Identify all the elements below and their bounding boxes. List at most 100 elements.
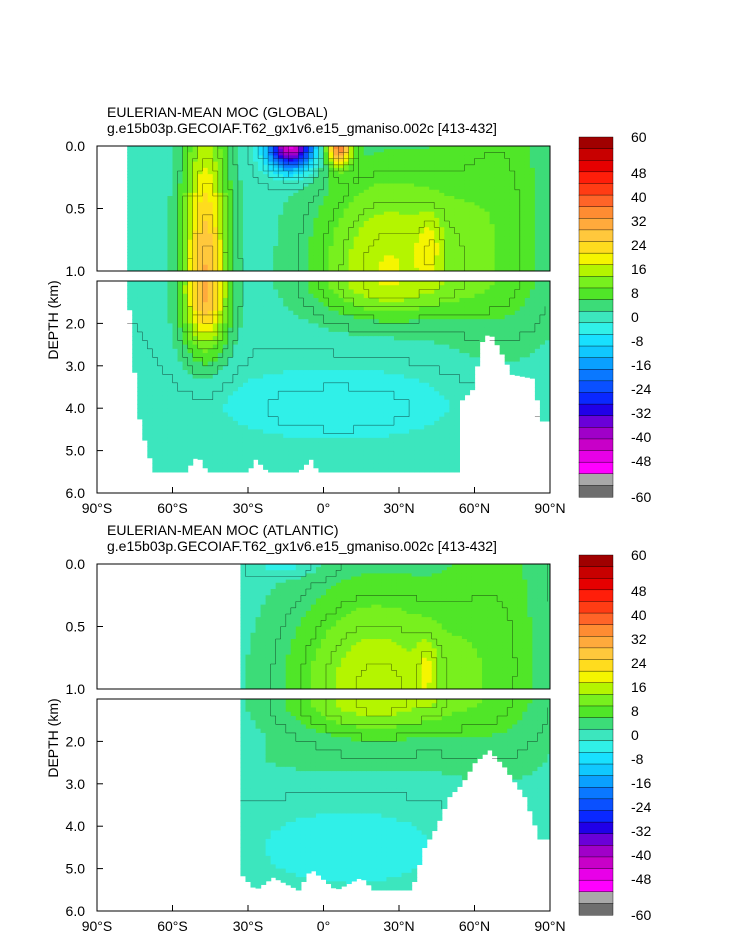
heatmap-cell [268, 433, 274, 439]
heatmap-cell [142, 336, 148, 341]
heatmap-cell [509, 264, 516, 269]
heatmap-cell [227, 146, 234, 150]
heatmap-cell [212, 310, 219, 316]
heatmap-cell [172, 202, 179, 206]
heatmap-cell [454, 196, 460, 200]
heatmap-cell [454, 258, 460, 263]
heatmap-cell [167, 205, 174, 210]
heatmap-cell [192, 149, 199, 153]
heatmap-cell [539, 186, 546, 191]
heatmap-cell [519, 214, 526, 219]
heatmap-cell [278, 149, 284, 153]
heatmap-cell [127, 258, 133, 263]
heatmap-cell [222, 149, 229, 153]
heatmap-cell [248, 177, 254, 181]
heatmap-cell [348, 177, 355, 181]
heatmap-cell [278, 387, 284, 392]
heatmap-cell [157, 189, 164, 194]
heatmap-cell [338, 261, 345, 266]
heatmap-cell [212, 331, 219, 337]
heatmap-cell [157, 323, 164, 329]
heatmap-cell [137, 202, 143, 206]
heatmap-cell [308, 285, 315, 291]
heatmap-cell [268, 258, 274, 263]
heatmap-cell [509, 171, 516, 175]
heatmap-cell [137, 221, 143, 225]
heatmap-cell [263, 391, 269, 397]
heatmap-cell [534, 146, 541, 150]
heatmap-cell [504, 149, 511, 153]
heatmap-cell [539, 202, 546, 206]
heatmap-cell [469, 239, 476, 244]
heatmap-cell [338, 233, 345, 238]
heatmap-cell [192, 429, 199, 435]
heatmap-cell [373, 174, 380, 178]
heatmap-cell [192, 155, 199, 160]
heatmap-cell [182, 221, 189, 225]
heatmap-cell [459, 214, 466, 219]
heatmap-cell [313, 249, 320, 253]
heatmap-cell [499, 246, 506, 250]
heatmap-cell [268, 353, 274, 358]
heatmap-cell [293, 425, 299, 430]
heatmap-cell [283, 196, 289, 200]
heatmap-cell [509, 177, 516, 181]
heatmap-cell [424, 258, 430, 263]
heatmap-cell [484, 236, 491, 241]
heatmap-cell [358, 177, 365, 181]
heatmap-cell [248, 412, 254, 418]
heatmap-cell [207, 258, 214, 263]
heatmap-cell [388, 177, 395, 181]
heatmap-cell [227, 450, 234, 456]
heatmap-cell [167, 236, 174, 241]
heatmap-cell [278, 246, 284, 250]
heatmap-cell [298, 221, 304, 225]
heatmap-cell [509, 152, 516, 156]
heatmap-cell [313, 192, 320, 197]
heatmap-cell [434, 149, 440, 153]
heatmap-cell [217, 302, 224, 308]
heatmap-cell [227, 302, 234, 308]
heatmap-cell [212, 183, 219, 188]
heatmap-cell [459, 196, 466, 200]
heatmap-cell [504, 155, 511, 160]
heatmap-cell [429, 152, 435, 156]
heatmap-cell [263, 446, 269, 452]
heatmap-cell [207, 297, 214, 303]
heatmap-cell [444, 261, 450, 266]
heatmap-cell [504, 267, 511, 271]
heatmap-cell [172, 261, 179, 266]
heatmap-cell [409, 167, 415, 172]
heatmap-cell [469, 255, 476, 260]
heatmap-cell [434, 264, 440, 269]
heatmap-cell [534, 171, 541, 175]
heatmap-cell [348, 258, 355, 263]
heatmap-cell [373, 249, 380, 253]
heatmap-cell [268, 230, 274, 235]
heatmap-cell [494, 158, 501, 163]
heatmap-cell [242, 177, 249, 181]
heatmap-cell [212, 180, 219, 185]
heatmap-cell [534, 236, 541, 241]
heatmap-cell [152, 171, 158, 175]
heatmap-cell [222, 164, 229, 169]
heatmap-cell [368, 189, 375, 194]
heatmap-cell [469, 264, 476, 269]
heatmap-cell [378, 167, 385, 172]
heatmap-cell [268, 412, 274, 418]
heatmap-cell [268, 239, 274, 244]
heatmap-cell [484, 174, 491, 178]
heatmap-cell [157, 442, 164, 447]
heatmap-cell [404, 236, 410, 241]
heatmap-cell [147, 239, 153, 244]
heatmap-cell [248, 180, 254, 185]
heatmap-cell [248, 408, 254, 414]
heatmap-cell [172, 258, 179, 263]
heatmap-cell [177, 199, 184, 203]
heatmap-cell [494, 189, 501, 194]
heatmap-cell [278, 249, 284, 253]
heatmap-cell [273, 437, 279, 443]
heatmap-cell [167, 348, 174, 354]
heatmap-cell [192, 281, 199, 286]
heatmap-cell [328, 205, 335, 210]
